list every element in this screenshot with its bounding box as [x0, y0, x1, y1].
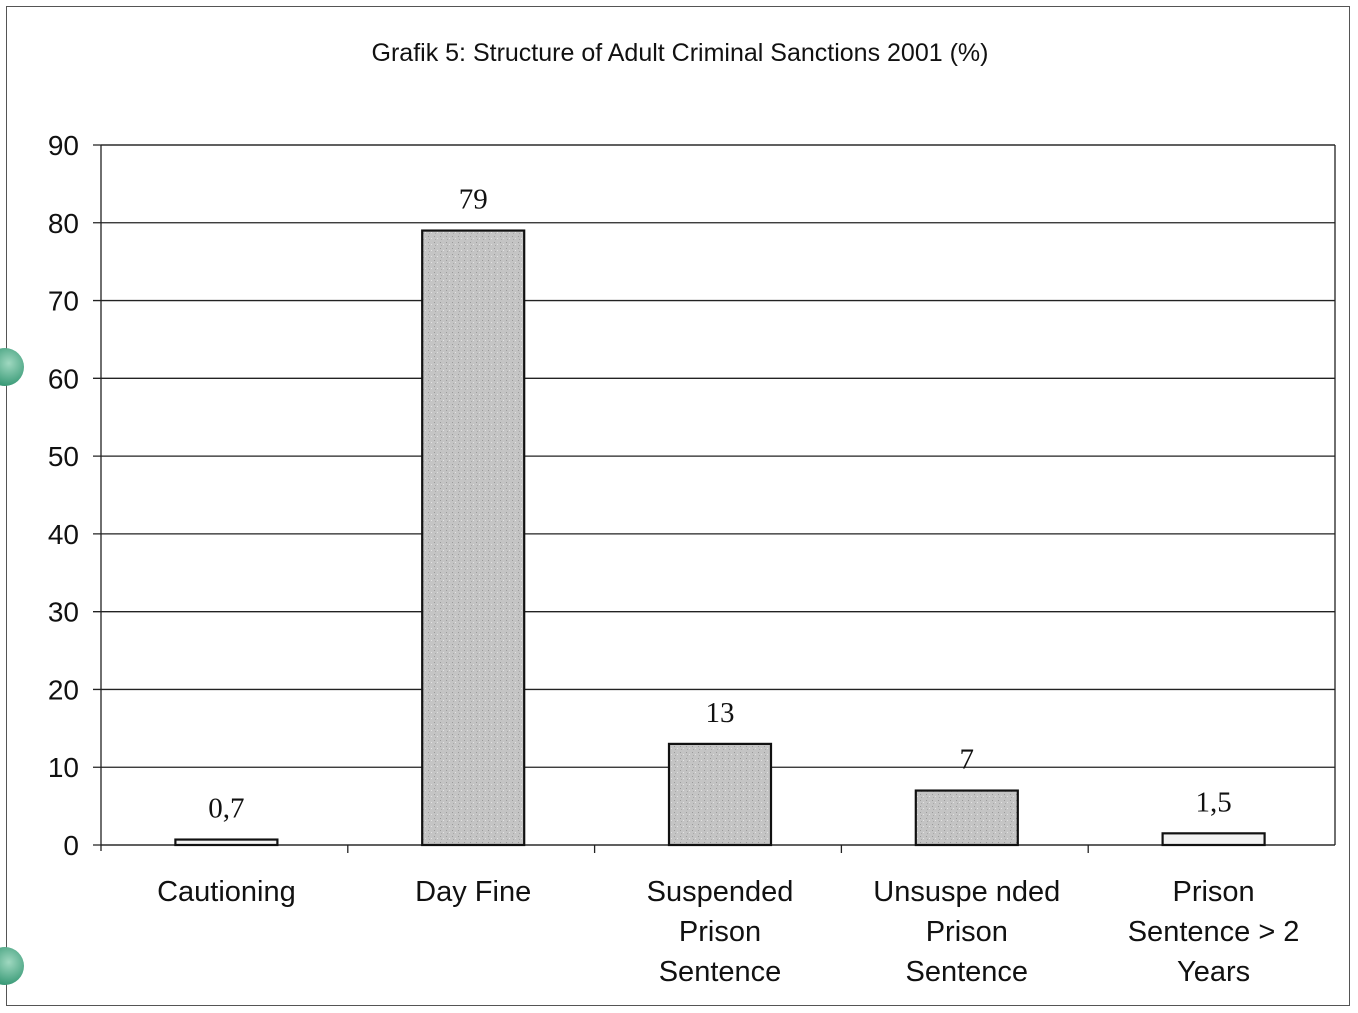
- y-tick-label: 70: [48, 286, 79, 317]
- x-tick-label: Cautioning: [157, 876, 296, 908]
- bar: [914, 789, 1019, 847]
- x-tick-label: Prison: [679, 916, 761, 948]
- x-tick-label: Years: [1177, 956, 1250, 988]
- bar-chart: Grafik 5: Structure of Adult Criminal Sa…: [48, 39, 1336, 988]
- bar: [421, 229, 526, 847]
- x-tick-label: Sentence: [659, 956, 782, 988]
- y-tick-label: 90: [48, 130, 79, 161]
- y-tick-label: 50: [48, 441, 79, 472]
- data-label: 0,7: [208, 793, 244, 825]
- data-label: 1,5: [1195, 786, 1231, 818]
- y-tick-label: 40: [48, 519, 79, 550]
- x-tick-label: Sentence: [906, 956, 1029, 988]
- bar: [667, 742, 773, 847]
- x-tick-label: Sentence > 2: [1128, 916, 1300, 948]
- data-label: 13: [706, 697, 735, 729]
- x-tick-label: Day Fine: [415, 876, 531, 908]
- chart-title: Grafik 5: Structure of Adult Criminal Sa…: [372, 39, 989, 67]
- x-tick-label: Prison: [1172, 876, 1254, 908]
- x-tick-label: Prison: [926, 916, 1008, 948]
- bar: [1161, 832, 1266, 847]
- y-tick-label: 10: [48, 752, 79, 783]
- y-tick-label: 0: [63, 830, 79, 861]
- y-tick-label: 60: [48, 363, 79, 394]
- data-label: 79: [459, 184, 488, 216]
- x-tick-label: Suspended: [647, 876, 794, 908]
- x-tick-label: Unsuspe nded: [873, 876, 1060, 908]
- y-tick-label: 80: [48, 208, 79, 239]
- y-tick-label: 30: [48, 597, 79, 628]
- data-label: 7: [960, 744, 975, 776]
- chart-frame: Grafik 5: Structure of Adult Criminal Sa…: [6, 6, 1350, 1006]
- plot-area: 0 10 20 30 40 50 60 70 80 90 0,7 Cautioning 79 Day Fi…: [48, 130, 1336, 988]
- bar: [174, 838, 279, 847]
- y-tick-label: 20: [48, 674, 79, 705]
